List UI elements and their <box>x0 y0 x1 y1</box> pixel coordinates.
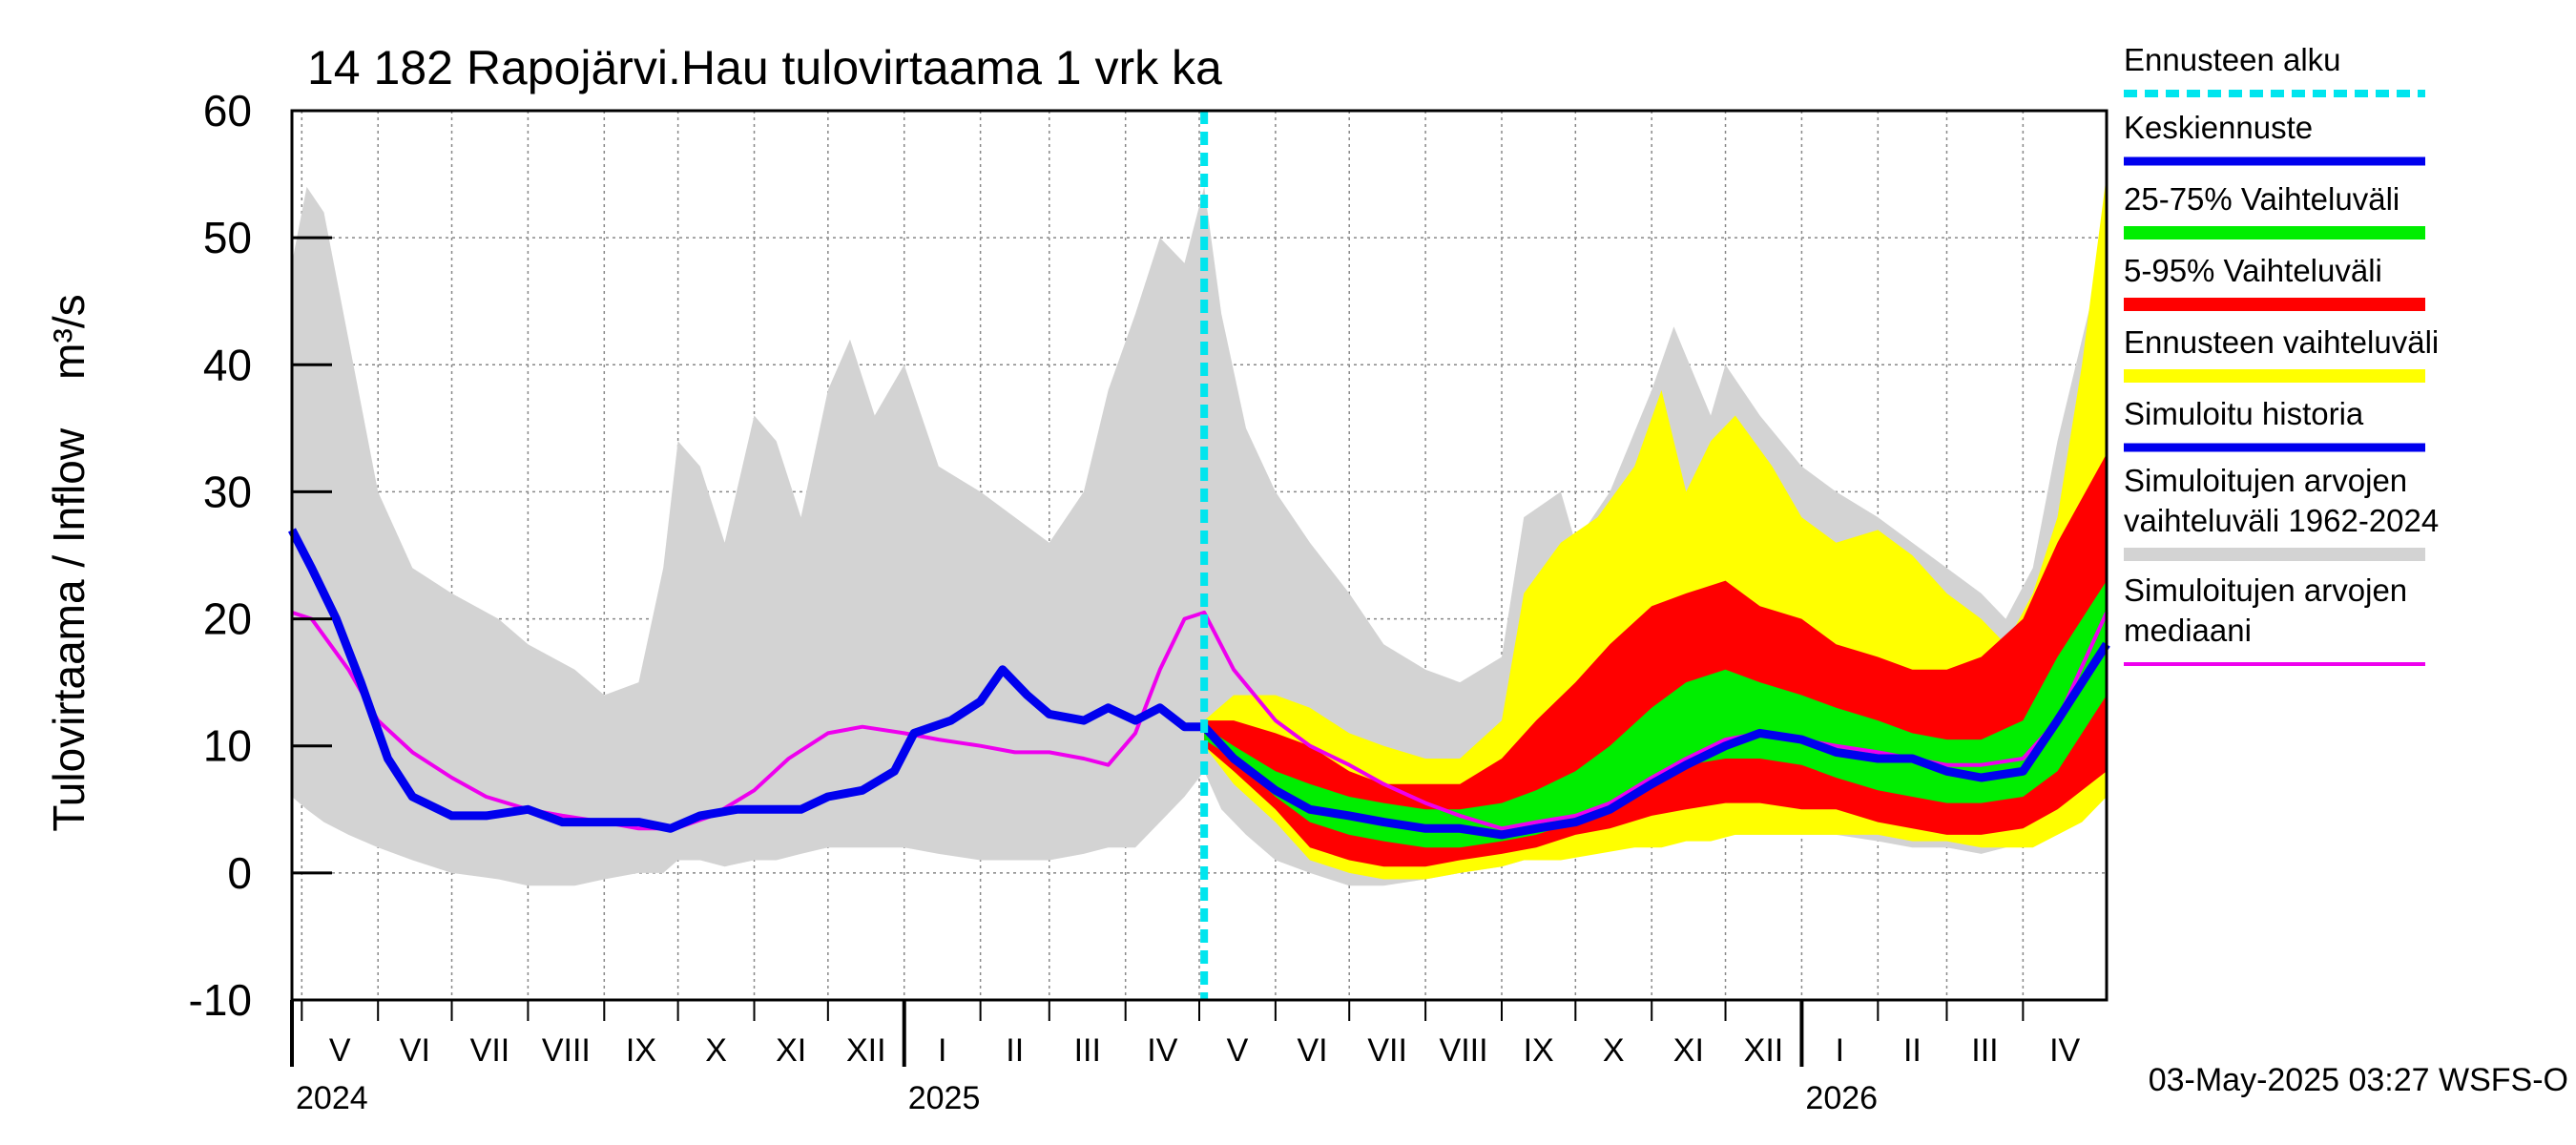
month-label: IV <box>1147 1032 1177 1069</box>
legend-label: 5-95% Vaihteluväli <box>2124 253 2382 288</box>
month-label: X <box>1603 1032 1625 1069</box>
y-tick-label: 60 <box>203 86 252 135</box>
month-label: XI <box>1673 1032 1704 1069</box>
month-label: V <box>1227 1032 1249 1069</box>
legend-label: Simuloitujen arvojen <box>2124 463 2407 498</box>
month-label: IX <box>1524 1032 1554 1069</box>
legend-swatch <box>2124 548 2425 561</box>
legend-label: Simuloitu historia <box>2124 396 2364 431</box>
month-label: V <box>329 1032 351 1069</box>
legend-label: Keskiennuste <box>2124 110 2313 145</box>
y-tick-label: -10 <box>189 975 252 1025</box>
y-tick-label: 40 <box>203 340 252 389</box>
legend-label: mediaani <box>2124 613 2252 648</box>
year-label: 2024 <box>296 1080 368 1116</box>
x-axis: V VI VII VIII IX X XI XII I II III IV V VI VII VIII IX X X… <box>290 998 2107 1116</box>
legend-swatch <box>2124 369 2425 383</box>
year-label: 2025 <box>908 1080 981 1116</box>
y-tick-label: 20 <box>203 594 252 644</box>
month-label: I <box>938 1032 946 1069</box>
month-label: II <box>1903 1032 1922 1069</box>
month-label: VII <box>1367 1032 1407 1069</box>
month-label: IV <box>2049 1032 2080 1069</box>
month-label: VI <box>400 1032 430 1069</box>
legend-label: Ennusteen alku <box>2124 42 2341 77</box>
month-label: III <box>1074 1032 1101 1069</box>
timestamp-footer: 03-May-2025 03:27 WSFS-O <box>2149 1062 2568 1098</box>
legend-label: vaihteluväli 1962-2024 <box>2124 503 2439 538</box>
y-tick-label: 30 <box>203 467 252 516</box>
legend-swatch <box>2124 298 2425 311</box>
legend-swatch <box>2124 226 2425 239</box>
y-tick-label: 50 <box>203 213 252 262</box>
legend-label: 25-75% Vaihteluväli <box>2124 181 2399 217</box>
plot-area <box>288 109 2110 1002</box>
y-axis-label: Tulovirtaama / Inflow m³/s <box>44 294 93 831</box>
year-label: 2026 <box>1805 1080 1878 1116</box>
month-label: I <box>1836 1032 1844 1069</box>
y-tick-label: 10 <box>203 721 252 771</box>
chart-title: 14 182 Rapojärvi.Hau tulovirtaama 1 vrk … <box>307 41 1222 94</box>
band-series-3 <box>1204 580 2107 848</box>
month-label: IX <box>626 1032 656 1069</box>
month-label: III <box>1971 1032 1998 1069</box>
month-label: VIII <box>1440 1032 1488 1069</box>
month-label: XII <box>1744 1032 1784 1069</box>
y-tick-label: 0 <box>227 848 252 898</box>
legend: Ennusteen alku Keskiennuste 25-75% Vaihtel… <box>2124 42 2439 666</box>
legend-label: Simuloitujen arvojen <box>2124 572 2407 608</box>
month-label: XI <box>776 1032 806 1069</box>
month-label: VI <box>1297 1032 1327 1069</box>
month-label: VII <box>470 1032 510 1069</box>
y-axis: -10 0 10 20 30 40 50 60 <box>189 86 332 1025</box>
line-series-5 <box>288 528 2110 840</box>
month-label: II <box>1006 1032 1024 1069</box>
month-label: XII <box>846 1032 886 1069</box>
month-label: VIII <box>542 1032 591 1069</box>
month-label: X <box>705 1032 727 1069</box>
legend-label: Ennusteen vaihteluväli <box>2124 324 2439 360</box>
